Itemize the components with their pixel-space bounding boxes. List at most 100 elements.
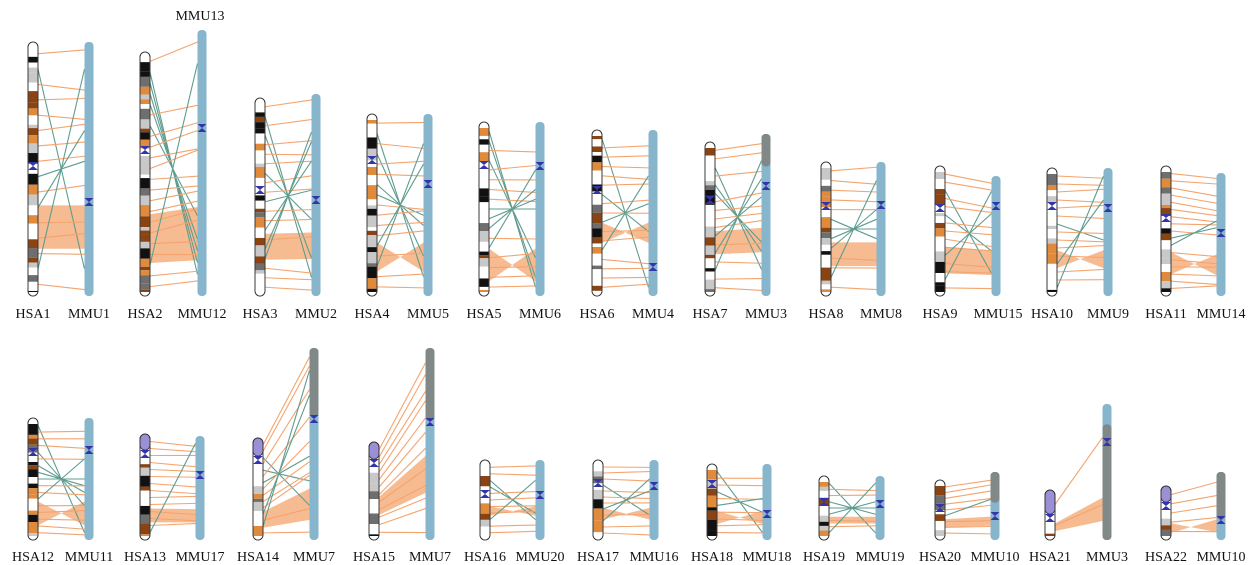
human-chromosome-label: HSA20 — [919, 550, 961, 565]
synteny-link — [1170, 481, 1217, 496]
synteny-link — [714, 287, 762, 292]
synteny-link — [37, 430, 85, 433]
chromosomes — [27, 30, 1226, 541]
synteny-link — [1056, 204, 1104, 209]
synteny-link — [944, 287, 992, 290]
synteny-link — [830, 179, 877, 185]
synteny-link — [149, 240, 198, 245]
synteny-link-group — [601, 138, 650, 288]
synteny-link — [830, 180, 877, 278]
synteny-link-group — [489, 465, 536, 534]
synteny-link — [714, 170, 762, 177]
synteny-link — [149, 495, 196, 499]
human-chromosome — [27, 417, 39, 541]
mouse-chromosome-label: MMU10 — [970, 550, 1019, 565]
mouse-chromosome — [311, 94, 321, 296]
human-chromosome-label: HSA3 — [242, 307, 277, 322]
human-chromosome — [1160, 485, 1172, 541]
synteny-link — [378, 485, 426, 511]
synteny-link — [149, 440, 196, 447]
human-chromosome-label: HSA8 — [808, 307, 843, 322]
synteny-link — [488, 169, 536, 249]
synteny-link — [944, 525, 991, 528]
synteny-link — [149, 468, 196, 472]
human-chromosome-label: HSA13 — [124, 550, 166, 565]
human-chromosome-label: HSA5 — [466, 307, 501, 322]
labels: HSA1 MMU1 HSA2 MMU12 HSA3 MMU2 HSA4 MMU5 HSA5 MMU… — [12, 307, 1246, 565]
human-chromosome-label: HSA9 — [922, 307, 957, 322]
synteny-link — [262, 394, 311, 515]
synteny-link — [264, 131, 313, 259]
synteny-link — [602, 471, 650, 474]
mouse-chromosome-label: MMU1 — [68, 307, 110, 322]
synteny-link — [37, 532, 85, 536]
human-chromosome — [27, 41, 39, 297]
synteny-link-group — [716, 471, 763, 534]
synteny-link — [944, 190, 992, 274]
synteny-link — [262, 365, 310, 452]
synteny-link — [149, 149, 198, 170]
mouse-chromosome-label: MMU3 — [1086, 550, 1128, 565]
synteny-link — [944, 520, 991, 523]
synteny-link — [149, 280, 198, 288]
synteny-link — [1170, 505, 1217, 514]
mouse-chromosome — [876, 162, 886, 296]
synteny-link — [264, 118, 312, 127]
synteny-link — [37, 253, 85, 255]
synteny-link-group — [149, 440, 196, 533]
synteny-link — [264, 286, 312, 291]
synteny-link — [262, 356, 310, 446]
synteny-block — [263, 488, 310, 528]
synteny-link — [376, 252, 424, 257]
human-chromosome-label: HSA7 — [692, 307, 727, 322]
synteny-link — [376, 143, 424, 149]
synteny-link — [376, 221, 424, 227]
synteny-block — [717, 511, 763, 525]
human-chromosome-label: HSA2 — [127, 307, 162, 322]
mouse-chromosome-label: MMU11 — [65, 550, 114, 565]
synteny-block — [1055, 497, 1103, 532]
synteny-link — [488, 164, 536, 171]
synteny-link — [489, 479, 536, 521]
synteny-link — [378, 508, 426, 526]
mouse-chromosome-label: MMU5 — [407, 307, 449, 322]
human-chromosome — [818, 475, 830, 541]
synteny-link — [149, 502, 196, 506]
synteny-link — [264, 175, 312, 184]
synteny-link — [489, 490, 536, 495]
synteny-link — [602, 478, 650, 482]
synteny-link — [1170, 201, 1217, 212]
mouse-chromosome — [648, 130, 658, 296]
mouse-chromosome-label: MMU4 — [632, 307, 674, 322]
human-chromosome — [368, 441, 380, 541]
human-chromosome-label: HSA19 — [803, 550, 845, 565]
human-chromosome-label: HSA1 — [15, 307, 50, 322]
synteny-link — [149, 482, 196, 488]
synteny-link — [602, 525, 650, 528]
mouse-chromosome — [991, 176, 1001, 296]
human-chromosome-label: HSA4 — [354, 307, 389, 322]
human-chromosome — [1044, 489, 1056, 541]
synteny-link — [1170, 517, 1217, 523]
synteny-link — [262, 441, 310, 490]
synteny-link — [828, 519, 876, 522]
synteny-link — [378, 417, 426, 481]
synteny-link — [1056, 244, 1104, 249]
synteny-link — [489, 497, 536, 501]
human-chromosome — [139, 51, 151, 297]
synteny-link — [716, 518, 763, 521]
synteny-link — [944, 190, 992, 281]
synteny-link — [488, 237, 536, 240]
synteny-link — [488, 266, 536, 269]
synteny-link — [378, 468, 426, 503]
synteny-link — [1170, 208, 1217, 217]
synteny-link — [37, 155, 85, 162]
synteny-link — [264, 236, 312, 241]
synteny-link — [944, 498, 991, 505]
synteny-link — [262, 457, 310, 506]
synteny-block — [603, 507, 650, 520]
synteny-link — [602, 490, 650, 494]
synteny-link-group — [602, 466, 650, 536]
synteny-link — [1054, 437, 1103, 505]
synteny-link — [1170, 173, 1217, 179]
